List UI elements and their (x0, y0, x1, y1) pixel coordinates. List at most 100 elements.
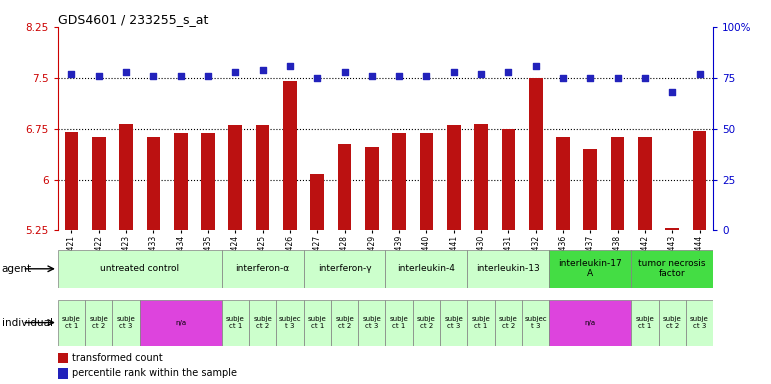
Bar (249, 300, 276, 346)
Bar (140, 300, 221, 346)
Bar (65, 132, 79, 230)
Text: interferon-α: interferon-α (235, 264, 290, 273)
Bar (419, 133, 433, 230)
Bar (474, 124, 488, 230)
Bar (386, 250, 467, 288)
Bar (338, 144, 352, 230)
Bar (412, 300, 440, 346)
Point (420, 73, 433, 79)
Point (666, 89, 678, 95)
Bar (201, 133, 215, 230)
Bar (304, 250, 386, 288)
Text: subjec
t 3: subjec t 3 (278, 316, 301, 329)
Text: subje
ct 1: subje ct 1 (635, 316, 655, 329)
Point (475, 71, 487, 77)
Bar (495, 300, 522, 346)
Text: subje
ct 3: subje ct 3 (444, 316, 463, 329)
Point (693, 71, 705, 77)
Text: subje
ct 2: subje ct 2 (417, 316, 436, 329)
Text: interleukin-4: interleukin-4 (398, 264, 456, 273)
Text: subje
ct 2: subje ct 2 (499, 316, 518, 329)
Text: tumor necrosis
factor: tumor necrosis factor (638, 259, 706, 278)
Point (174, 73, 187, 79)
Point (530, 63, 542, 69)
Bar (146, 137, 160, 230)
Text: subje
ct 2: subje ct 2 (253, 316, 272, 329)
Bar (221, 300, 249, 346)
Point (202, 73, 214, 79)
Text: interleukin-17
A: interleukin-17 A (558, 259, 622, 278)
Text: subje
ct 1: subje ct 1 (62, 316, 81, 329)
Bar (365, 147, 379, 230)
Bar (221, 250, 304, 288)
Bar (529, 78, 543, 230)
Text: subje
ct 3: subje ct 3 (362, 316, 381, 329)
Point (257, 66, 269, 73)
Bar (58, 300, 85, 346)
Text: individual: individual (2, 318, 52, 328)
Bar (611, 137, 625, 230)
Bar (658, 300, 686, 346)
Point (147, 73, 160, 79)
Bar (447, 125, 460, 230)
Bar (304, 300, 331, 346)
Bar (467, 300, 495, 346)
Bar (467, 250, 549, 288)
Bar (440, 300, 467, 346)
Bar (174, 133, 187, 230)
Bar (359, 300, 386, 346)
Point (393, 73, 406, 79)
Point (448, 69, 460, 75)
Point (311, 74, 323, 81)
Point (93, 73, 105, 79)
Text: subje
ct 3: subje ct 3 (116, 316, 136, 329)
Bar (631, 250, 713, 288)
Text: GDS4601 / 233255_s_at: GDS4601 / 233255_s_at (58, 13, 208, 26)
Text: interleukin-13: interleukin-13 (476, 264, 540, 273)
Bar (113, 300, 140, 346)
Point (584, 74, 597, 81)
Text: untreated control: untreated control (100, 264, 180, 273)
Text: subjec
t 3: subjec t 3 (524, 316, 547, 329)
Bar (58, 368, 68, 379)
Text: subje
ct 2: subje ct 2 (335, 316, 354, 329)
Bar (58, 250, 221, 288)
Text: n/a: n/a (175, 319, 187, 326)
Text: transformed count: transformed count (72, 353, 163, 363)
Bar (665, 228, 679, 230)
Point (638, 74, 651, 81)
Bar (276, 300, 304, 346)
Bar (120, 124, 133, 230)
Text: subje
ct 1: subje ct 1 (226, 316, 244, 329)
Bar (256, 125, 269, 230)
Text: subje
ct 1: subje ct 1 (472, 316, 490, 329)
Point (66, 71, 78, 77)
Point (284, 63, 296, 69)
Bar (92, 137, 106, 230)
Text: subje
ct 2: subje ct 2 (663, 316, 682, 329)
Text: interferon-γ: interferon-γ (318, 264, 372, 273)
Bar (631, 300, 658, 346)
Bar (549, 250, 631, 288)
Point (502, 69, 514, 75)
Text: subje
ct 1: subje ct 1 (390, 316, 409, 329)
Bar (549, 300, 631, 346)
Point (365, 73, 378, 79)
Bar (311, 174, 324, 230)
Bar (386, 300, 412, 346)
Text: subje
ct 2: subje ct 2 (89, 316, 108, 329)
Text: subje
ct 1: subje ct 1 (308, 316, 327, 329)
Text: percentile rank within the sample: percentile rank within the sample (72, 368, 237, 378)
Bar (502, 129, 515, 230)
Text: agent: agent (2, 264, 32, 274)
Bar (228, 125, 242, 230)
Point (611, 74, 624, 81)
Bar (392, 133, 406, 230)
Point (120, 69, 133, 75)
Bar (331, 300, 359, 346)
Point (338, 69, 351, 75)
Text: subje
ct 3: subje ct 3 (690, 316, 709, 329)
Bar (556, 137, 570, 230)
Bar (522, 300, 549, 346)
Bar (692, 131, 706, 230)
